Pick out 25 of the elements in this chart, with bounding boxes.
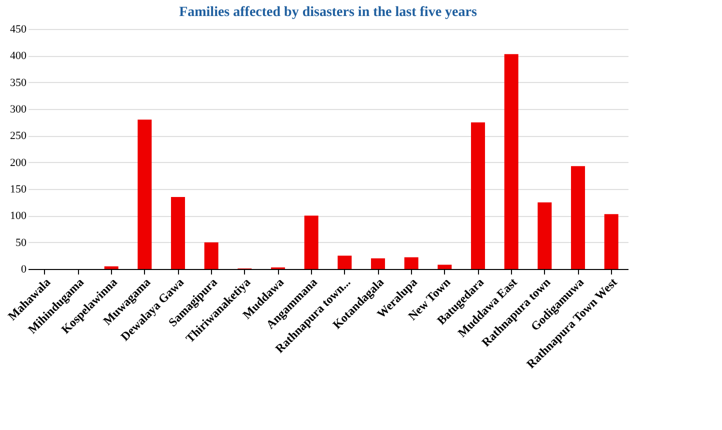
y-tick-label: 250 [10, 130, 27, 142]
bar [471, 122, 485, 269]
bar [138, 120, 152, 269]
y-tick-label: 350 [10, 76, 27, 89]
bar [304, 216, 318, 269]
y-tick-label: 450 [10, 24, 27, 36]
y-tick-label: 150 [10, 184, 27, 196]
bar [504, 54, 518, 269]
bar [404, 257, 418, 269]
bar [104, 266, 118, 269]
y-tick-label: 400 [10, 50, 27, 62]
chart-title: Families affected by disasters in the last five years [179, 5, 478, 20]
y-tick-label: 50 [16, 236, 27, 249]
bar [371, 258, 385, 269]
bar [604, 214, 618, 269]
bar [571, 166, 585, 269]
y-tick-label: 0 [21, 264, 27, 276]
bar [538, 202, 552, 269]
y-tick-label: 100 [10, 210, 27, 222]
bar [438, 264, 452, 269]
bar [338, 256, 352, 269]
y-tick-label: 200 [10, 156, 27, 169]
bar [204, 242, 218, 269]
y-tick-label: 300 [10, 104, 27, 116]
bar [171, 197, 185, 269]
